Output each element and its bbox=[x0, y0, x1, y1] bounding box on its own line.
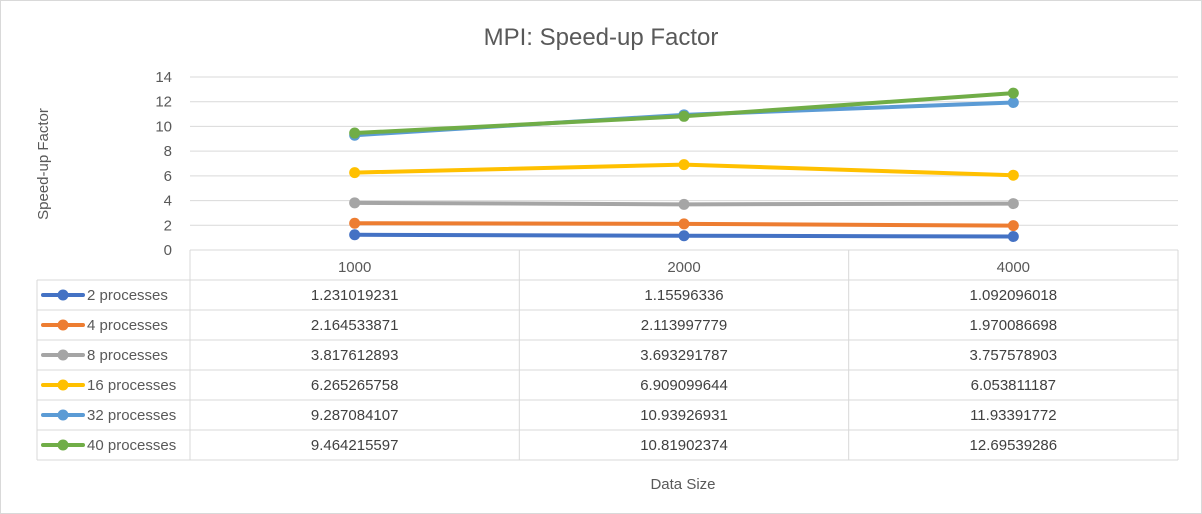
data-point bbox=[1007, 231, 1019, 243]
series-8-processes bbox=[349, 197, 1019, 210]
table-cell: 6.053811187 bbox=[971, 377, 1056, 394]
table-cell: 10.81902374 bbox=[640, 437, 728, 454]
data-point bbox=[678, 230, 690, 242]
table-cell: 3.817612893 bbox=[311, 347, 399, 364]
series-16-processes bbox=[349, 159, 1019, 181]
table-cell: 11.93391772 bbox=[970, 407, 1056, 424]
legend-entry: 16 processes bbox=[41, 377, 176, 394]
legend-entry: 32 processes bbox=[41, 407, 176, 424]
data-table: 1000 2000 4000 2 processes 1.231019231 1.1559… bbox=[36, 249, 1179, 461]
table-cell: 1.231019231 bbox=[311, 287, 399, 304]
legend-label: 16 processes bbox=[87, 377, 176, 394]
data-point bbox=[678, 218, 690, 230]
data-point bbox=[1007, 220, 1019, 232]
legend-entry: 40 processes bbox=[41, 437, 176, 454]
table-cell: 1.092096018 bbox=[970, 287, 1058, 304]
table-cell: 1.15596336 bbox=[644, 287, 723, 304]
y-tick-label: 6 bbox=[164, 168, 172, 185]
table-cell: 3.693291787 bbox=[640, 347, 728, 364]
chart-title: MPI: Speed-up Factor bbox=[484, 24, 719, 51]
series-40-processes bbox=[349, 87, 1019, 139]
table-cell: 9.287084107 bbox=[311, 407, 399, 424]
legend-dot-marker bbox=[57, 349, 69, 361]
table-cell: 3.757578903 bbox=[970, 347, 1058, 364]
data-point bbox=[1007, 97, 1019, 109]
data-point bbox=[678, 110, 690, 122]
y-tick-label: 4 bbox=[164, 193, 172, 210]
legend-entry: 4 processes bbox=[41, 317, 168, 334]
legend-label: 32 processes bbox=[87, 407, 176, 424]
legend-dot-marker bbox=[57, 319, 69, 331]
table-cell: 6.909099644 bbox=[640, 377, 728, 394]
table-cell: 12.69539286 bbox=[970, 437, 1058, 454]
data-point bbox=[1007, 169, 1019, 181]
data-point bbox=[349, 229, 361, 241]
data-point bbox=[349, 217, 361, 229]
table-cell: 9.464215597 bbox=[311, 437, 399, 454]
table-cell: 1.970086698 bbox=[970, 317, 1058, 334]
x-category-label: 1000 bbox=[338, 259, 371, 276]
legend-dot-marker bbox=[57, 439, 69, 451]
legend-dot-marker bbox=[57, 289, 69, 301]
legend-label: 2 processes bbox=[87, 287, 168, 304]
data-point bbox=[678, 159, 690, 171]
series-lines bbox=[349, 87, 1019, 243]
legend-dot-marker bbox=[57, 379, 69, 391]
legend-dot-marker bbox=[57, 409, 69, 421]
data-point bbox=[1007, 87, 1019, 99]
y-tick-label: 2 bbox=[164, 217, 172, 234]
legend-label: 4 processes bbox=[87, 317, 168, 334]
x-axis-label: Data Size bbox=[650, 476, 715, 493]
y-tick-label: 10 bbox=[155, 118, 172, 135]
data-point bbox=[349, 167, 361, 179]
series-2-processes bbox=[349, 229, 1019, 243]
table-cell: 2.164533871 bbox=[311, 317, 399, 334]
y-tick-labels: 0 2 4 6 8 10 12 14 bbox=[155, 69, 172, 259]
x-category-label: 2000 bbox=[667, 259, 700, 276]
y-tick-label: 8 bbox=[164, 143, 172, 160]
legend-label: 40 processes bbox=[87, 437, 176, 454]
table-cell: 6.265265758 bbox=[311, 377, 399, 394]
y-tick-label: 14 bbox=[155, 69, 172, 86]
data-point bbox=[349, 127, 361, 139]
data-point bbox=[349, 197, 361, 209]
series-4-processes bbox=[349, 217, 1019, 232]
legend-entry: 8 processes bbox=[41, 347, 168, 364]
y-tick-label: 0 bbox=[164, 242, 172, 259]
table-cell: 2.113997779 bbox=[641, 317, 727, 334]
x-category-label: 4000 bbox=[997, 259, 1030, 276]
table-cell: 10.93926931 bbox=[640, 407, 728, 424]
data-point bbox=[1007, 198, 1019, 210]
y-axis-label: Speed-up Factor bbox=[35, 108, 52, 220]
legend-entry: 2 processes bbox=[41, 287, 168, 304]
y-tick-label: 12 bbox=[155, 94, 172, 111]
data-point bbox=[678, 198, 690, 210]
legend-label: 8 processes bbox=[87, 347, 168, 364]
